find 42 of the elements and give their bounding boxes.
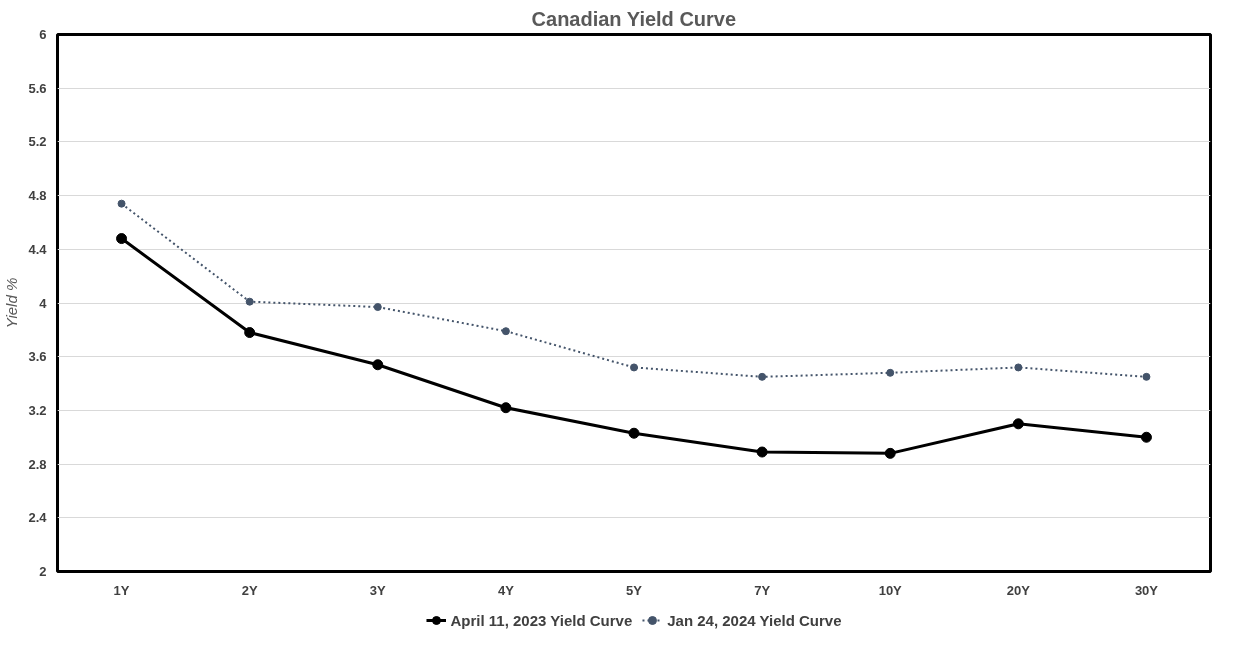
- legend-label: April 11, 2023 Yield Curve: [450, 611, 633, 629]
- y-tick-label: 6: [39, 27, 47, 42]
- point: [884, 447, 896, 459]
- point: [372, 359, 384, 371]
- y-tick-label: 2.4: [28, 510, 48, 526]
- chart-title: Canadian Yield Curve: [531, 7, 737, 30]
- y-tick-label: 4: [39, 295, 48, 311]
- point: [116, 233, 128, 245]
- y-tick-label: 5.2: [28, 134, 47, 150]
- y-tick-label: 4.8: [28, 188, 47, 204]
- y-tick-label: 3.6: [28, 349, 47, 365]
- point: [1014, 363, 1023, 372]
- y-tick-label: 2: [39, 564, 47, 579]
- x-tick-label: 30Y: [1134, 582, 1159, 598]
- point: [628, 427, 640, 439]
- point: [245, 297, 254, 306]
- point: [1012, 418, 1024, 430]
- point: [886, 368, 895, 377]
- point: [373, 303, 382, 312]
- x-tick-label: 10Y: [878, 582, 903, 598]
- point: [244, 327, 256, 339]
- point: [500, 402, 512, 414]
- x-tick-label: 2Y: [241, 582, 258, 598]
- x-tick-label: 20Y: [1006, 582, 1031, 598]
- x-tick-label: 5Y: [626, 582, 643, 598]
- y-axis-title: Yield %: [3, 277, 21, 329]
- point: [756, 446, 768, 458]
- x-tick-label: 4Y: [497, 582, 515, 598]
- x-tick-label: 3Y: [369, 582, 387, 598]
- y-tick-label: 3.2: [28, 402, 47, 418]
- y-tick-label: 2.8: [28, 456, 47, 472]
- y-tick-label: 5.6: [28, 80, 47, 96]
- point: [1140, 431, 1152, 443]
- point: [758, 372, 767, 381]
- point: [501, 327, 510, 336]
- x-tick-label: 1Y: [113, 582, 130, 598]
- legend-label: Jan 24, 2024 Yield Curve: [667, 611, 842, 629]
- point: [117, 199, 126, 208]
- y-tick-label: 4.4: [28, 241, 48, 257]
- x-tick-label: 7Y: [754, 582, 771, 598]
- point: [1142, 372, 1151, 381]
- point: [630, 363, 638, 372]
